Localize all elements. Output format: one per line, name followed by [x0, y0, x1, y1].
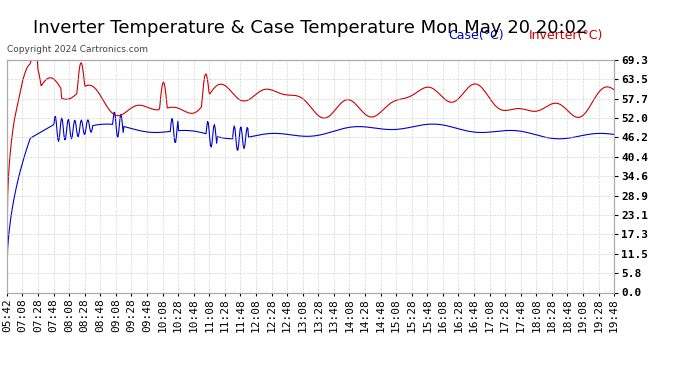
Case(°C)	[391, 127, 399, 132]
Case(°C)	[372, 126, 380, 130]
Text: Inverter Temperature & Case Temperature Mon May 20 20:02: Inverter Temperature & Case Temperature …	[33, 19, 588, 37]
Line: Case(°C): Case(°C)	[7, 112, 614, 273]
Inverter(°C)	[610, 87, 618, 92]
Text: Copyright 2024 Cartronics.com: Copyright 2024 Cartronics.com	[7, 45, 148, 54]
Case(°C)	[110, 110, 118, 114]
Inverter(°C)	[391, 99, 399, 103]
Inverter(°C)	[372, 113, 380, 118]
Case(°C)	[526, 131, 535, 136]
Case(°C)	[464, 129, 473, 134]
Inverter(°C)	[526, 109, 535, 113]
Inverter(°C)	[356, 107, 364, 111]
Line: Inverter(°C): Inverter(°C)	[7, 60, 614, 273]
Inverter(°C)	[464, 86, 473, 90]
Case(°C)	[3, 271, 11, 275]
Inverter(°C)	[27, 58, 35, 62]
Case(°C)	[40, 128, 48, 132]
Legend: Case(°C), Inverter(°C): Case(°C), Inverter(°C)	[443, 24, 608, 47]
Inverter(°C)	[41, 79, 49, 83]
Case(°C)	[610, 132, 618, 137]
Case(°C)	[356, 124, 364, 129]
Inverter(°C)	[3, 271, 11, 275]
